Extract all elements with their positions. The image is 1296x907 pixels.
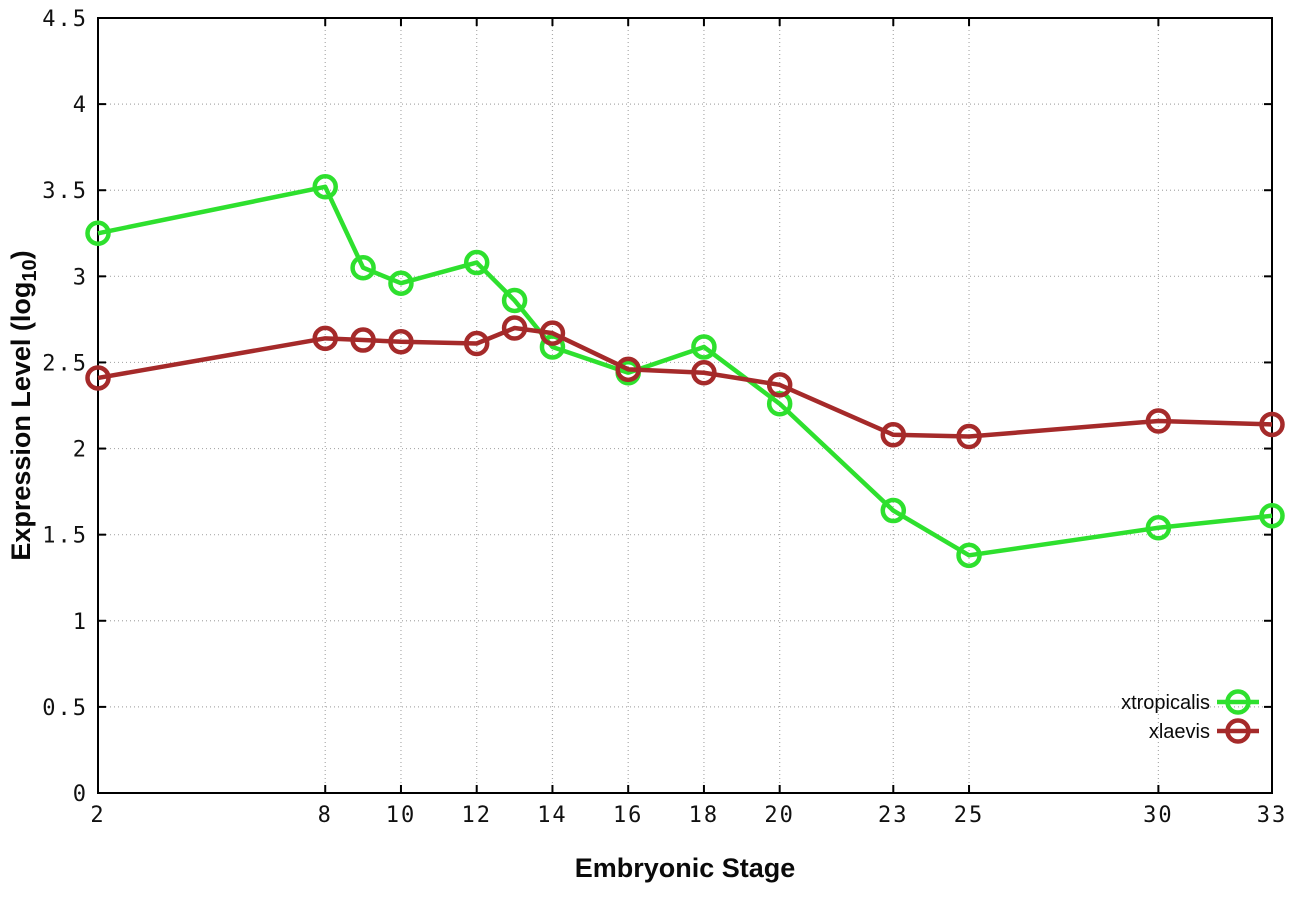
data-point-marker (312, 325, 338, 352)
x-tick-label: 12 (461, 803, 492, 828)
data-point-marker (350, 254, 376, 281)
x-tick-label: 2 (90, 803, 105, 828)
legend-label: xtropicalis (1121, 692, 1210, 714)
y-tick-label: 4.5 (42, 7, 88, 32)
data-point-marker (766, 372, 793, 398)
y-tick-label: 1 (73, 610, 88, 635)
y-tick-label: 0.5 (42, 696, 88, 721)
data-point-marker (501, 287, 528, 314)
data-point-marker (1259, 411, 1285, 438)
data-point-marker (463, 330, 490, 357)
data-point-marker (880, 422, 907, 448)
series-xlaevis (85, 315, 1285, 450)
legend-marker-sample (1225, 718, 1251, 744)
data-point-marker (85, 220, 111, 247)
data-point-marker (501, 315, 528, 341)
x-tick-label: 10 (386, 803, 417, 828)
legend-label: xlaevis (1149, 721, 1210, 743)
x-tick-label: 25 (954, 803, 985, 828)
y-tick-label: 2 (73, 438, 88, 463)
data-point-marker (388, 329, 414, 355)
series-line (97, 184, 1273, 558)
y-tick-label: 1.5 (42, 524, 88, 549)
x-tick-label: 33 (1257, 803, 1288, 828)
data-point-marker (1145, 515, 1172, 541)
x-axis-title: Embryonic Stage (575, 853, 796, 883)
data-point-marker (463, 249, 490, 276)
data-point-marker (1259, 502, 1285, 529)
x-tick-label: 8 (318, 803, 333, 828)
data-point-marker (691, 360, 717, 386)
legend-marker-sample (1225, 689, 1251, 715)
data-point-marker (615, 356, 641, 383)
y-tick-label: 2.5 (42, 351, 88, 376)
y-axis-title: Expression Level (log10) (6, 250, 41, 560)
data-point-marker (956, 542, 982, 569)
x-tick-label: 23 (878, 803, 909, 828)
legend: xtropicalis xlaevis (1121, 689, 1259, 744)
data-point-marker (539, 320, 566, 346)
x-tick-label: 30 (1143, 803, 1174, 828)
data-point-marker (539, 334, 566, 360)
data-point-marker (880, 497, 907, 524)
data-point-marker (85, 365, 111, 391)
x-tick-label: 18 (689, 803, 720, 828)
x-tick-label: 16 (613, 803, 644, 828)
data-point-marker (956, 423, 982, 450)
data-point-marker (312, 174, 338, 200)
y-tick-label: 3.5 (42, 179, 88, 204)
data-point-marker (691, 334, 717, 360)
data-point-marker (350, 327, 376, 353)
plot-border (97, 17, 1273, 794)
data-point-marker (388, 270, 414, 296)
y-tick-label: 0 (73, 782, 88, 807)
x-tick-label: 20 (764, 803, 795, 828)
data-point-marker (1145, 408, 1172, 434)
x-tick-label: 14 (537, 803, 568, 828)
y-tick-label: 4 (73, 93, 88, 118)
y-tick-label: 3 (73, 265, 88, 290)
